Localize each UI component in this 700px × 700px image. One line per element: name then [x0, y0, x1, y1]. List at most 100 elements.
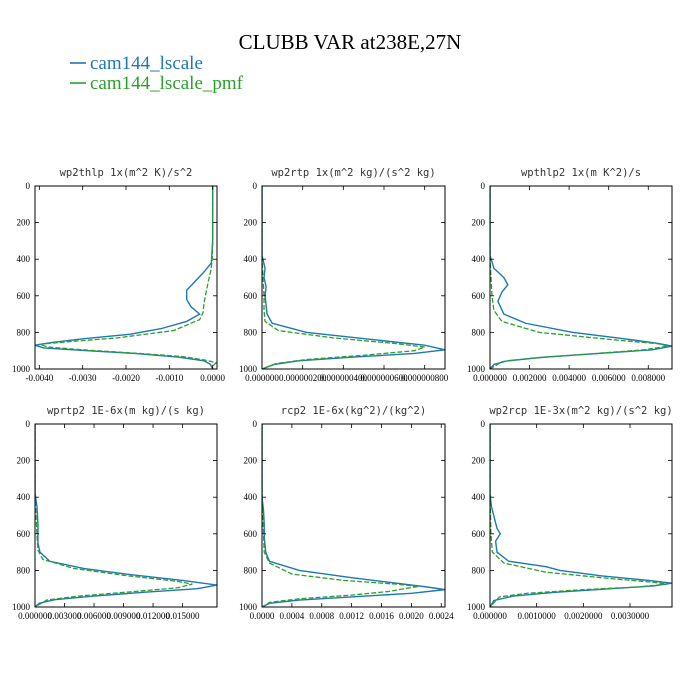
x-tick-label: 0.000000	[473, 611, 507, 621]
y-tick-label: 0	[26, 419, 31, 429]
y-tick-label: 600	[472, 529, 486, 539]
x-tick-label: 0.006000	[77, 611, 111, 621]
y-tick-label: 400	[472, 492, 486, 502]
y-tick-label: 0	[481, 419, 486, 429]
y-tick-label: 800	[17, 327, 31, 337]
y-tick-label: 600	[472, 291, 486, 301]
panel-0: wp2thlp 1x(m^2 K)/s^202004006008001000-0…	[12, 167, 226, 383]
x-tick-label: 0.0020000	[564, 611, 603, 621]
y-tick-label: 200	[17, 218, 31, 228]
y-tick-label: 400	[244, 254, 258, 264]
y-tick-label: 200	[472, 456, 486, 466]
y-tick-label: 0	[253, 419, 258, 429]
x-tick-label: 0.000000400	[320, 373, 368, 383]
plot-frame	[34, 423, 218, 608]
x-tick-label: 0.0012	[339, 611, 364, 621]
x-tick-label: 0.004000	[552, 373, 586, 383]
y-tick-label: 1000	[12, 364, 31, 374]
panel-2: wpthlp2 1x(m K^2)/s020040060080010000.00…	[467, 167, 673, 383]
x-tick-label: 0.000000600	[360, 373, 408, 383]
panel-title: wp2rtp 1x(m^2 kg)/(s^2 kg)	[271, 167, 435, 179]
x-tick-label: -0.0040	[25, 373, 53, 383]
legend-label-cam144-lscale: cam144_lscale	[90, 53, 203, 74]
panel-title: wprtp2 1E-6x(m kg)/(s kg)	[47, 405, 205, 417]
panel-4: rcp2 1E-6x(kg^2)/(kg^2) 0 200 400 600 800 1000…	[239, 405, 454, 621]
series-line-cam144-lscale	[262, 424, 445, 607]
y-tick-label: 1000	[239, 602, 258, 612]
panel-3: wprtp2 1E-6x(m kg)/(s kg) 0 200 400 600 800 10…	[12, 405, 218, 621]
series-line-cam144-lscale	[490, 424, 672, 607]
series-line-cam144-lscale-pmf	[39, 186, 217, 369]
y-tick-label: 400	[17, 254, 31, 264]
x-tick-label: 0.009000	[107, 611, 141, 621]
y-tick-label: 1000	[467, 364, 486, 374]
x-tick-label: 0.0016	[369, 611, 394, 621]
x-tick-label: 0.000000800	[401, 373, 449, 383]
x-tick-label: 0.006000	[592, 373, 626, 383]
x-tick-label: 0.000000200	[279, 373, 327, 383]
series-line-cam144-lscale	[35, 424, 217, 607]
y-tick-label: 600	[17, 291, 31, 301]
y-tick-label: 400	[17, 492, 31, 502]
y-tick-label: 1000	[467, 602, 486, 612]
y-tick-label: 600	[17, 529, 31, 539]
y-tick-label: 800	[472, 565, 486, 575]
panel-title: wp2thlp 1x(m^2 K)/s^2	[60, 167, 193, 179]
y-tick-label: 1000	[12, 602, 31, 612]
x-tick-label: -0.0010	[155, 373, 183, 383]
figure-title: CLUBB VAR at238E,27N	[239, 30, 462, 54]
x-tick-label: 0.000000	[473, 373, 507, 383]
x-tick-label: 0.0010000	[518, 611, 557, 621]
y-tick-label: 200	[17, 456, 31, 466]
x-tick-label: -0.0030	[69, 373, 97, 383]
y-tick-label: 0	[481, 181, 486, 191]
x-tick-label: 0.008000	[631, 373, 665, 383]
plot-frame	[489, 185, 673, 370]
x-tick-label: 0.0000	[250, 611, 275, 621]
panel-5: wp2rcp 1E-3x(m^2 kg)/(s^2 kg)0 200 400 600 8…	[467, 405, 673, 621]
x-tick-label: 0.002000	[513, 373, 547, 383]
y-tick-label: 200	[472, 218, 486, 228]
x-tick-label: 0.0024	[429, 611, 454, 621]
x-tick-label: 0.003000	[48, 611, 82, 621]
series-line-cam144-lscale-pmf	[490, 424, 668, 607]
y-tick-label: 800	[244, 327, 258, 337]
y-tick-label: 800	[472, 327, 486, 337]
x-tick-label: 0.015000	[166, 611, 200, 621]
panel-title: wp2rcp 1E-3x(m^2 kg)/(s^2 kg)	[489, 405, 672, 417]
x-tick-label: 0.0030000	[611, 611, 650, 621]
series-line-cam144-lscale	[262, 186, 445, 369]
y-tick-label: 0	[253, 181, 258, 191]
x-tick-label: 0.012000	[136, 611, 170, 621]
legend-label-cam144-lscale-pmf: cam144_lscale_pmf	[90, 73, 244, 94]
series-line-cam144-lscale-pmf	[262, 186, 425, 369]
y-tick-label: 400	[244, 492, 258, 502]
plot-frame	[261, 185, 446, 370]
legend: cam144_lscale cam144_lscale_pmf	[70, 53, 244, 94]
panel-1: wp2rtp 1x(m^2 kg)/(s^2 kg) 0 200 400 600 800 1…	[239, 167, 449, 383]
y-tick-label: 1000	[239, 364, 258, 374]
y-tick-label: 600	[244, 291, 258, 301]
panel-title: rcp2 1E-6x(kg^2)/(kg^2)	[281, 405, 426, 417]
y-tick-label: 400	[472, 254, 486, 264]
y-tick-label: 800	[244, 565, 258, 575]
x-tick-label: 0.000000	[245, 373, 279, 383]
x-tick-label: 0.000000	[18, 611, 52, 621]
x-tick-label: 0.0020	[399, 611, 424, 621]
y-tick-label: 200	[244, 456, 258, 466]
x-tick-label: -0.0020	[112, 373, 140, 383]
x-tick-label: 0.0000	[200, 373, 225, 383]
y-tick-label: 200	[244, 218, 258, 228]
y-tick-label: 0	[26, 181, 31, 191]
x-tick-label: 0.0004	[280, 611, 305, 621]
plot-frame	[261, 423, 446, 608]
series-line-cam144-lscale-pmf	[490, 186, 669, 369]
series-line-cam144-lscale-pmf	[35, 424, 193, 607]
x-tick-label: 0.0008	[309, 611, 334, 621]
plot-frame	[489, 423, 673, 608]
panels: wp2thlp 1x(m^2 K)/s^202004006008001000-0…	[12, 167, 673, 621]
y-tick-label: 600	[244, 529, 258, 539]
y-tick-label: 800	[17, 565, 31, 575]
